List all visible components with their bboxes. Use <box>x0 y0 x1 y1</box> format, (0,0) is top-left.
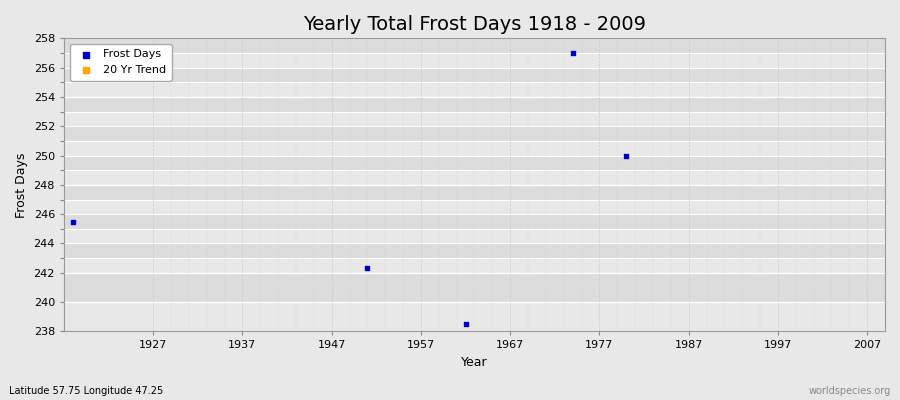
Bar <box>64 258 885 273</box>
Bar <box>64 214 885 229</box>
Frost Days <box>565 50 580 56</box>
Bar <box>64 126 885 141</box>
Legend: Frost Days, 20 Yr Trend: Frost Days, 20 Yr Trend <box>69 44 172 80</box>
Title: Yearly Total Frost Days 1918 - 2009: Yearly Total Frost Days 1918 - 2009 <box>303 15 646 34</box>
Bar <box>64 200 885 214</box>
Bar <box>64 229 885 244</box>
Frost Days <box>619 152 634 159</box>
Bar <box>64 273 885 302</box>
Bar <box>64 82 885 97</box>
Text: worldspecies.org: worldspecies.org <box>809 386 891 396</box>
Bar <box>64 141 885 156</box>
Y-axis label: Frost Days: Frost Days <box>15 152 28 218</box>
Bar <box>64 53 885 68</box>
Bar <box>64 68 885 82</box>
Bar <box>64 112 885 126</box>
Frost Days <box>458 321 473 327</box>
Bar <box>64 97 885 112</box>
Bar <box>64 170 885 185</box>
Bar <box>64 244 885 258</box>
X-axis label: Year: Year <box>461 356 488 369</box>
Text: Latitude 57.75 Longitude 47.25: Latitude 57.75 Longitude 47.25 <box>9 386 163 396</box>
Frost Days <box>66 218 80 225</box>
Bar <box>64 185 885 200</box>
Bar <box>64 38 885 53</box>
Bar <box>64 156 885 170</box>
Bar <box>64 302 885 332</box>
Frost Days <box>360 265 374 272</box>
